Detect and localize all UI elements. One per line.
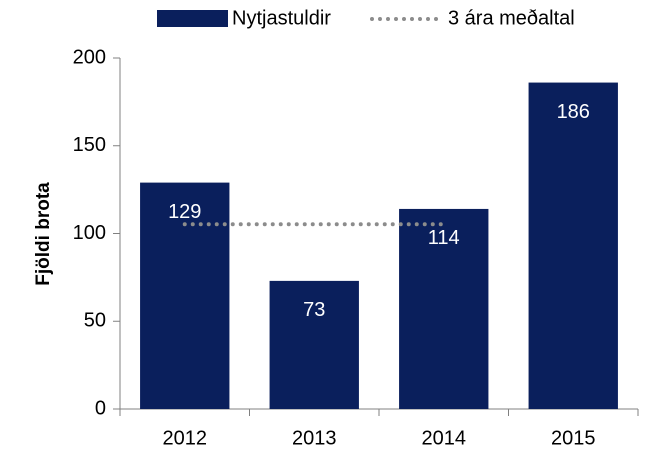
data-label: 186 [557, 101, 590, 123]
y-tick-label: 50 [84, 310, 106, 332]
y-tick-label: 0 [95, 397, 106, 419]
legend-label: Nytjastuldir [232, 7, 331, 29]
legend-label: 3 ára meðaltal [448, 7, 575, 29]
data-label: 114 [428, 227, 460, 249]
y-tick-label: 100 [73, 222, 106, 244]
x-tick-label: 2013 [292, 427, 337, 449]
data-label: 73 [303, 299, 325, 321]
bar [269, 280, 359, 409]
bar [399, 208, 489, 409]
x-tick-label: 2015 [551, 427, 596, 449]
bar [528, 82, 618, 409]
legend-swatch [157, 10, 228, 27]
y-tick-label: 200 [73, 46, 106, 68]
bar [140, 182, 230, 409]
data-label: 129 [168, 201, 201, 223]
x-tick-label: 2012 [163, 427, 208, 449]
y-tick-label: 150 [73, 134, 106, 156]
x-tick-label: 2014 [422, 427, 467, 449]
y-axis-label: Fjöldi brota [33, 182, 54, 286]
